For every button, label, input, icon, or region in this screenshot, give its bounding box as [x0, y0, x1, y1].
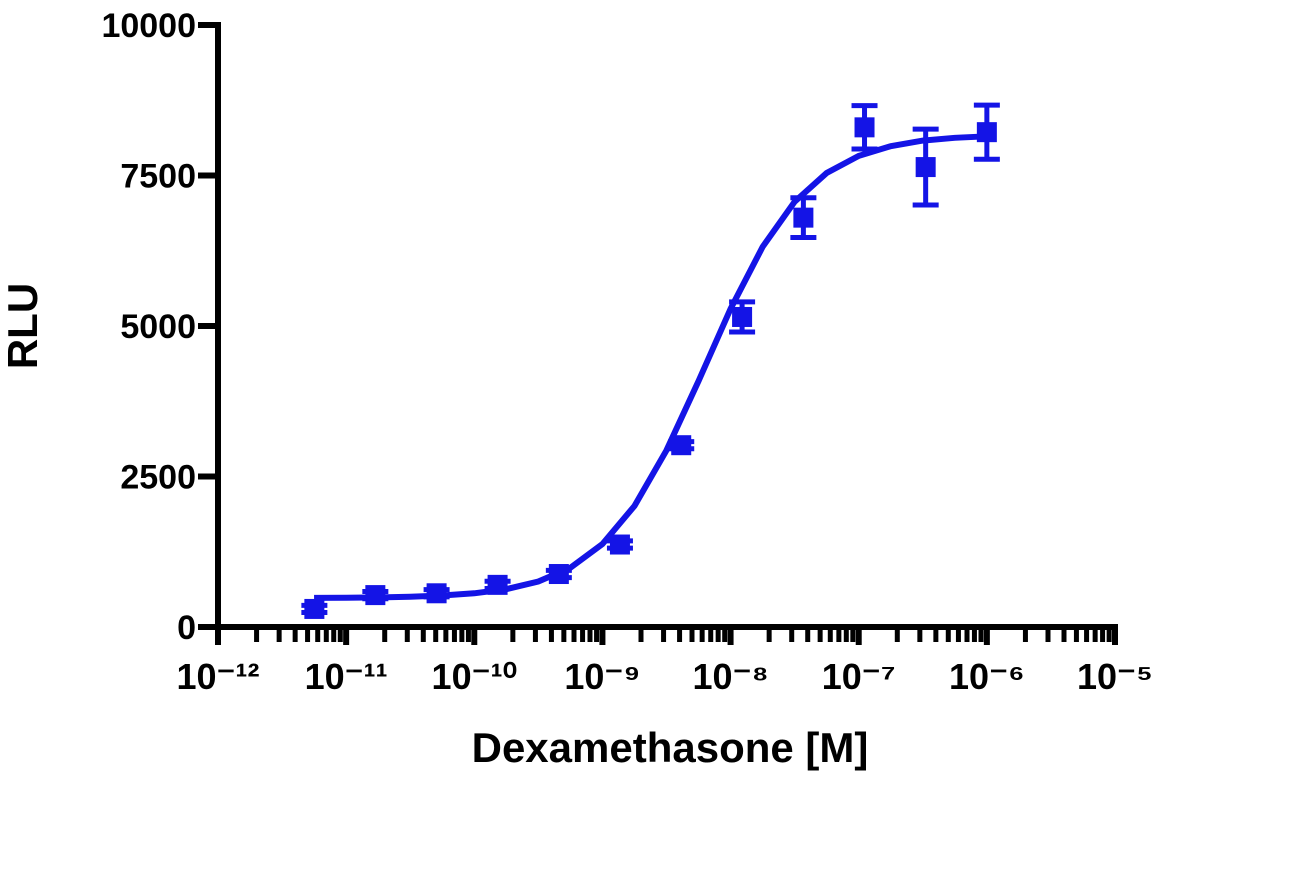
data-point: [609, 534, 630, 555]
data-point: [732, 306, 753, 327]
data-point: [365, 585, 386, 606]
data-point: [304, 598, 325, 619]
data-point: [671, 435, 692, 456]
x-tick-label: 10⁻⁸: [693, 656, 769, 697]
x-tick-label: 10⁻¹²: [176, 656, 259, 697]
y-tick-label: 0: [177, 609, 196, 647]
fit-curve: [314, 133, 987, 601]
data-point: [426, 583, 447, 604]
data-point: [854, 117, 875, 138]
x-tick-label: 10⁻⁹: [564, 656, 640, 697]
y-axis-label: RLU: [0, 283, 46, 369]
y-tick-label: 10000: [101, 7, 196, 45]
x-tick-label: 10⁻¹¹: [305, 656, 388, 697]
y-tick-label: 2500: [120, 459, 196, 497]
data-point: [487, 574, 508, 595]
x-tick-label: 10⁻¹⁰: [432, 656, 517, 697]
data-point: [548, 564, 569, 585]
x-tick-label: 10⁻⁷: [822, 656, 896, 697]
y-tick-label: 5000: [120, 308, 196, 346]
x-axis-label: Dexamethasone [M]: [472, 724, 869, 771]
x-tick-label: 10⁻⁶: [949, 656, 1025, 697]
data-point: [976, 122, 997, 143]
data-point: [915, 157, 936, 178]
data-point: [793, 207, 814, 228]
y-tick-label: 7500: [120, 158, 196, 196]
x-tick-label: 10⁻⁵: [1077, 656, 1153, 697]
